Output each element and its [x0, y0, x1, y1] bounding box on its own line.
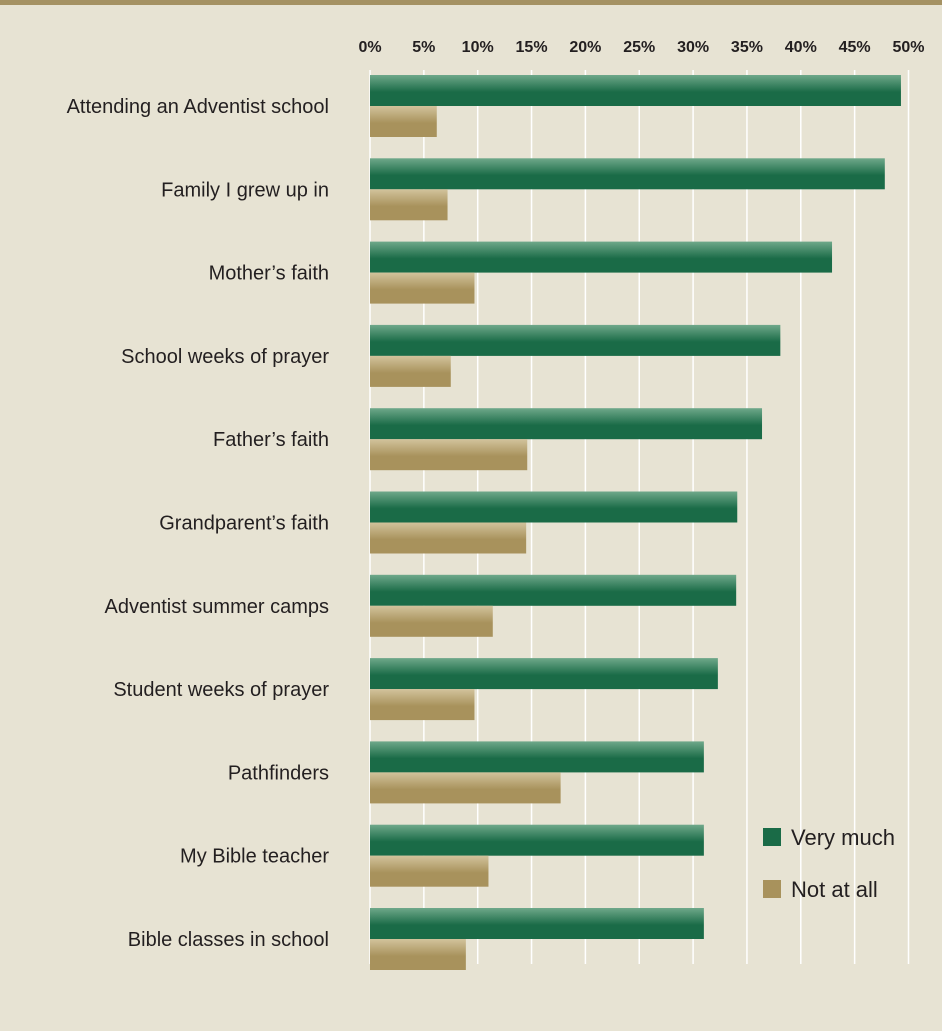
x-tick-label: 45%	[839, 39, 871, 56]
category-labels: Attending an Adventist school Family I gr…	[67, 96, 330, 951]
legend-label-very-much: Very much	[791, 825, 895, 850]
x-tick-label: 5%	[412, 39, 435, 56]
x-tick-label: 30%	[677, 39, 709, 56]
category-label: Father’s faith	[213, 429, 329, 451]
category-label: Attending an Adventist school	[67, 96, 329, 118]
bar-not-at-all	[370, 855, 489, 887]
bar-very-much	[370, 574, 737, 606]
bar-very-much	[370, 741, 704, 773]
legend-swatch-very-much	[763, 828, 781, 846]
bar-very-much	[370, 908, 704, 939]
bars	[370, 75, 901, 970]
x-tick-label: 20%	[569, 39, 601, 56]
bar-not-at-all	[370, 689, 475, 721]
bar-not-at-all	[370, 772, 561, 804]
bar-not-at-all	[370, 522, 527, 554]
legend: Very much Not at all	[763, 825, 895, 902]
bar-very-much	[370, 324, 781, 356]
bar-not-at-all	[370, 106, 437, 137]
x-tick-label: 35%	[731, 39, 763, 56]
bar-very-much	[370, 158, 885, 190]
category-label: Student weeks of prayer	[113, 679, 329, 701]
bar-very-much	[370, 408, 763, 440]
x-tick-label: 40%	[785, 39, 817, 56]
category-label: My Bible teacher	[180, 846, 329, 868]
bar-not-at-all	[370, 605, 493, 637]
bar-very-much	[370, 75, 901, 106]
bar-not-at-all	[370, 189, 448, 221]
legend-swatch-not-at-all	[763, 880, 781, 898]
bar-not-at-all	[370, 939, 466, 970]
bar-not-at-all	[370, 355, 451, 387]
bar-very-much	[370, 658, 718, 690]
x-axis-ticks: 0% 5% 10% 15% 20% 25% 30% 35% 40% 45% 50%	[358, 39, 924, 56]
x-tick-label: 0%	[358, 39, 381, 56]
category-label: Adventist summer camps	[104, 596, 329, 618]
category-label: School weeks of prayer	[121, 346, 329, 368]
bar-not-at-all	[370, 272, 475, 304]
top-rule	[0, 0, 942, 5]
x-tick-label: 10%	[462, 39, 494, 56]
category-label: Bible classes in school	[128, 929, 329, 951]
bar-very-much	[370, 491, 738, 523]
category-label: Grandparent’s faith	[159, 513, 329, 535]
x-tick-label: 25%	[623, 39, 655, 56]
category-label: Pathfinders	[228, 762, 329, 784]
x-tick-label: 15%	[516, 39, 548, 56]
bar-very-much	[370, 824, 704, 856]
legend-label-not-at-all: Not at all	[791, 877, 878, 902]
category-label: Mother’s faith	[209, 263, 329, 285]
bar-very-much	[370, 241, 833, 273]
x-tick-label: 50%	[892, 39, 924, 56]
category-label: Family I grew up in	[161, 179, 329, 201]
bar-not-at-all	[370, 439, 528, 471]
